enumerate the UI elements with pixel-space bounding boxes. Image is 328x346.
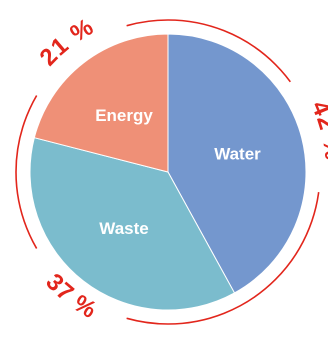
slices xyxy=(29,33,307,311)
slice-label-energy: Energy xyxy=(95,106,153,125)
slice-energy xyxy=(33,33,169,173)
slice-label-water: Water xyxy=(214,145,261,164)
slice-label-waste: Waste xyxy=(99,219,148,238)
ring-gap-water xyxy=(287,80,323,193)
slice-labels: Water Waste Energy xyxy=(95,106,261,238)
slice-waste xyxy=(29,137,236,311)
ring-gap-waste xyxy=(34,246,128,322)
ring-gap-energy xyxy=(34,22,128,98)
slice-water xyxy=(167,33,307,294)
